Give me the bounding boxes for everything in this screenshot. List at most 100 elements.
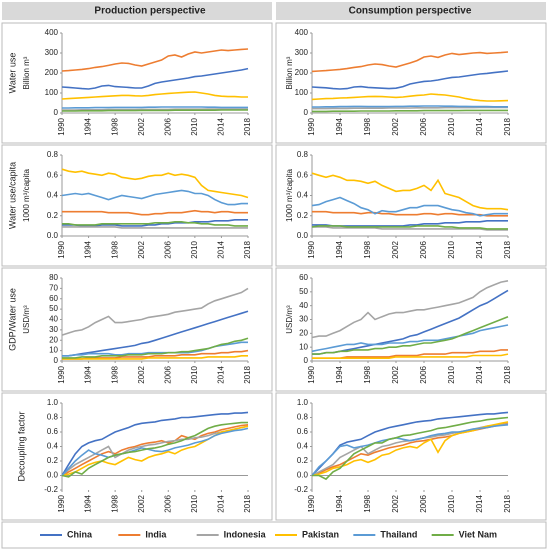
y-tick-label: 0.0 <box>297 471 309 480</box>
x-tick-label: 2002 <box>137 240 146 258</box>
x-tick-label: 2014 <box>475 240 484 258</box>
x-tick-label: 2002 <box>137 494 146 512</box>
panel-box <box>275 267 547 392</box>
data-line <box>311 51 509 73</box>
panel-box <box>1 267 273 392</box>
y-tick-label: 100 <box>45 88 59 97</box>
y-axis-label: USD/m³ <box>285 305 294 334</box>
y-tick-label: 0 <box>54 108 59 117</box>
x-tick-label: 2010 <box>190 117 199 135</box>
y-tick-label: 0 <box>54 356 59 365</box>
data-line <box>312 289 509 355</box>
data-line <box>62 337 249 359</box>
x-tick-label: 2006 <box>419 240 428 258</box>
y-tick-label: 0.0 <box>297 231 309 240</box>
y-tick-label: 100 <box>295 88 309 97</box>
y-tick-label: 60 <box>49 294 58 303</box>
x-tick-label: 2014 <box>475 494 484 512</box>
x-tick-label: 2018 <box>243 117 252 135</box>
data-line <box>62 109 248 112</box>
data-line <box>61 168 249 199</box>
x-tick-label: 2002 <box>391 240 400 258</box>
data-line <box>311 324 509 353</box>
row-label: Water use/capita <box>7 162 17 229</box>
y-axis-label: Billion m³ <box>285 56 294 89</box>
x-tick-label: 2018 <box>503 494 512 512</box>
x-tick-label: 1994 <box>84 240 93 258</box>
y-tick-label: 60 <box>299 273 308 282</box>
y-tick-label: 0.8 <box>47 413 59 422</box>
x-tick-label: 1998 <box>363 117 372 135</box>
y-tick-label: 0.2 <box>297 456 309 465</box>
x-tick-label: 1998 <box>363 240 372 258</box>
x-tick-label: 2002 <box>137 365 146 383</box>
data-line <box>62 108 248 111</box>
x-tick-label: 1998 <box>110 117 119 135</box>
data-line <box>312 109 508 113</box>
data-line <box>311 172 509 211</box>
x-tick-label: 2010 <box>190 365 199 383</box>
legend-label: Thailand <box>380 529 417 539</box>
y-tick-label: 0.4 <box>297 442 309 451</box>
y-tick-label: 0.6 <box>297 427 309 436</box>
data-line <box>312 349 508 359</box>
y-tick-label: 0.6 <box>47 170 59 179</box>
x-tick-label: 2010 <box>447 365 456 383</box>
data-line <box>312 226 508 231</box>
x-tick-label: 1994 <box>84 365 93 383</box>
y-tick-label: 1.0 <box>297 398 309 407</box>
x-tick-label: 2010 <box>447 117 456 135</box>
x-tick-label: 1994 <box>84 117 93 135</box>
x-tick-label: 2014 <box>217 365 226 383</box>
data-line <box>62 355 248 360</box>
x-tick-label: 1994 <box>335 365 344 383</box>
x-tick-label: 2014 <box>217 240 226 258</box>
data-line <box>311 93 509 102</box>
y-tick-label: 0.4 <box>47 191 59 200</box>
x-tick-label: 2018 <box>503 240 512 258</box>
x-tick-label: 1990 <box>57 117 66 135</box>
y-tick-label: 0.0 <box>47 471 59 480</box>
y-tick-label: -0.2 <box>294 485 308 494</box>
y-tick-label: 20 <box>49 335 58 344</box>
x-tick-label: 2018 <box>243 365 252 383</box>
x-tick-label: 2014 <box>217 494 226 512</box>
x-tick-label: 1994 <box>335 117 344 135</box>
panel-box <box>275 392 547 521</box>
data-line <box>312 315 509 355</box>
x-tick-label: 2010 <box>447 240 456 258</box>
x-tick-label: 1990 <box>307 365 316 383</box>
data-line <box>312 353 509 359</box>
legend-label: Pakistan <box>302 529 339 539</box>
y-tick-label: -0.2 <box>44 485 58 494</box>
row-label: Decoupling factor <box>16 411 26 481</box>
x-tick-label: 2006 <box>163 117 172 135</box>
data-line <box>61 287 249 336</box>
data-line <box>62 106 248 109</box>
x-tick-label: 2002 <box>391 365 400 383</box>
x-tick-label: 1990 <box>307 117 316 135</box>
data-line <box>61 91 248 100</box>
y-tick-label: 30 <box>49 325 58 334</box>
x-tick-label: 2018 <box>243 494 252 512</box>
data-line <box>311 411 509 477</box>
data-line <box>61 421 248 478</box>
data-line <box>61 67 249 90</box>
y-tick-label: 0.2 <box>297 211 309 220</box>
y-tick-label: 40 <box>299 301 308 310</box>
column-header: Production perspective <box>94 6 206 17</box>
panel-box <box>275 144 547 267</box>
y-tick-label: 10 <box>49 346 58 355</box>
y-tick-label: 400 <box>45 28 59 37</box>
y-tick-label: 0.6 <box>297 170 309 179</box>
data-line <box>62 221 248 227</box>
x-tick-label: 2006 <box>163 365 172 383</box>
data-line <box>61 425 249 477</box>
data-line <box>61 189 248 206</box>
x-tick-label: 1990 <box>57 365 66 383</box>
y-tick-label: 400 <box>295 28 309 37</box>
y-tick-label: 0.8 <box>47 150 59 159</box>
x-tick-label: 1994 <box>335 240 344 258</box>
x-tick-label: 2006 <box>419 494 428 512</box>
